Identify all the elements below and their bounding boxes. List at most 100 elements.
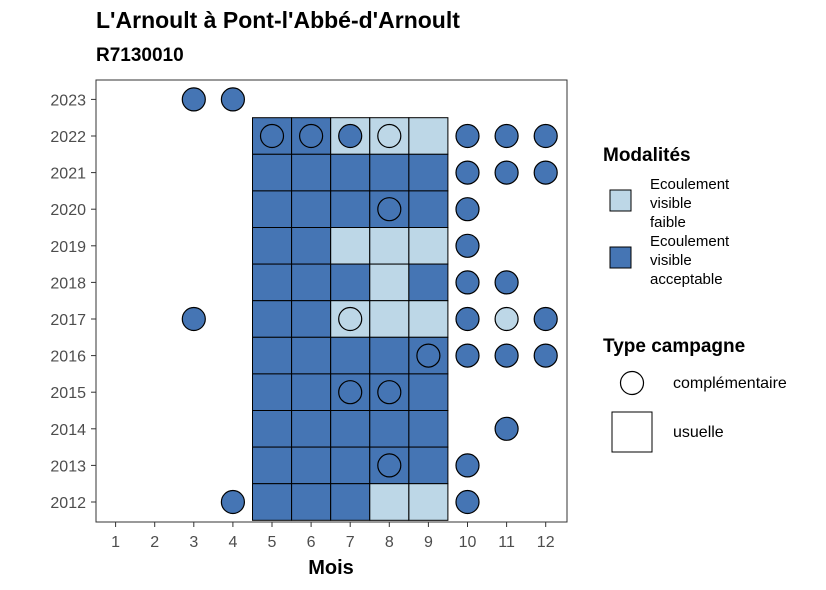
point-2023-4 xyxy=(220,87,245,112)
x-tick-label-9: 9 xyxy=(424,534,433,551)
tile-2016-8 xyxy=(369,336,410,375)
point-2016-12 xyxy=(533,343,558,368)
x-axis-label: Mois xyxy=(308,557,354,579)
y-tick-label-2013: 2013 xyxy=(50,458,86,475)
point-2020-8 xyxy=(377,197,402,222)
legend-label-faible: Ecoulement xyxy=(650,176,730,193)
tile-2014-7 xyxy=(330,410,371,448)
point-2012-10 xyxy=(455,489,480,515)
x-tick-label-12: 12 xyxy=(537,534,555,551)
legend-modalites: Modalités Ecoulement visible faible Ecouleme… xyxy=(603,145,730,288)
tile-2018-6 xyxy=(291,263,332,302)
point-2022-12 xyxy=(533,123,558,149)
tile-2016-7 xyxy=(330,336,371,375)
y-tick-label-2023: 2023 xyxy=(50,92,86,109)
legend-key-faible xyxy=(609,189,632,212)
tile-2014-8 xyxy=(369,410,410,448)
point-2017-7 xyxy=(338,306,363,332)
tile-2015-6 xyxy=(291,373,332,411)
point-2021-10 xyxy=(455,160,480,185)
point-2019-10 xyxy=(455,233,480,258)
tile-2019-5 xyxy=(252,227,292,265)
x-tick-label-2: 2 xyxy=(150,534,159,551)
point-2018-11 xyxy=(494,270,519,295)
tile-2016-5 xyxy=(252,336,292,375)
tile-2021-5 xyxy=(252,153,292,192)
point-2022-8 xyxy=(377,123,402,149)
point-2015-8 xyxy=(377,380,402,405)
point-2016-11 xyxy=(494,343,519,368)
tile-2016-6 xyxy=(291,336,332,375)
y-tick-label-2012: 2012 xyxy=(50,495,86,512)
legend-label-faible: visible xyxy=(650,195,692,212)
tile-2013-6 xyxy=(291,446,332,485)
tile-2018-8 xyxy=(369,263,410,302)
y-tick-label-2015: 2015 xyxy=(50,385,86,402)
legend-type-title: Type campagne xyxy=(603,336,745,357)
x-tick-label-8: 8 xyxy=(385,534,394,551)
tile-2020-5 xyxy=(252,190,292,228)
tile-2015-9 xyxy=(408,373,449,411)
x-tick-label-5: 5 xyxy=(268,534,277,551)
tile-2018-9 xyxy=(408,263,449,302)
tile-2013-5 xyxy=(252,446,292,485)
legend-label-acceptable: visible xyxy=(650,252,692,269)
legend-key-acceptable xyxy=(609,246,632,269)
tile-2022-9 xyxy=(408,117,449,155)
y-tick-label-2019: 2019 xyxy=(50,239,86,256)
x-tick-label-6: 6 xyxy=(307,534,316,551)
y-tick-label-2022: 2022 xyxy=(50,129,86,146)
point-2021-11 xyxy=(494,160,519,185)
tile-2020-6 xyxy=(291,190,332,228)
tile-2021-9 xyxy=(408,153,449,192)
legend-key-usuelle xyxy=(611,411,653,453)
legend-label-faible: faible xyxy=(650,214,686,231)
y-tick-label-2018: 2018 xyxy=(50,275,86,292)
chart-subtitle: R7130010 xyxy=(96,45,184,66)
tile-2019-8 xyxy=(369,227,410,265)
point-2016-10 xyxy=(455,343,480,368)
tile-2019-9 xyxy=(408,227,449,265)
legend-label-acceptable: acceptable xyxy=(650,271,723,288)
tile-2017-6 xyxy=(291,300,332,338)
x-tick-label-4: 4 xyxy=(228,534,237,551)
point-2017-10 xyxy=(455,306,480,332)
point-2015-7 xyxy=(338,380,363,405)
tile-2014-5 xyxy=(252,410,292,448)
x-tick-label-10: 10 xyxy=(459,534,477,551)
point-2016-9 xyxy=(416,343,441,368)
x-tick-label-11: 11 xyxy=(498,534,515,551)
tile-2013-7 xyxy=(330,446,371,485)
point-2017-12 xyxy=(533,306,558,332)
tile-2021-6 xyxy=(291,153,332,192)
tile-2012-9 xyxy=(408,483,449,521)
y-tick-label-2016: 2016 xyxy=(50,349,86,366)
y-tick-label-2014: 2014 xyxy=(50,422,86,439)
point-2018-10 xyxy=(455,270,480,295)
point-2022-11 xyxy=(494,123,519,149)
legend-modalites-title: Modalités xyxy=(603,145,691,166)
y-tick-label-2017: 2017 xyxy=(50,312,86,329)
tile-2014-6 xyxy=(291,410,332,448)
tile-2019-6 xyxy=(291,227,332,265)
point-2021-12 xyxy=(533,160,558,185)
y-tick-label-2020: 2020 xyxy=(50,202,86,219)
point-2020-10 xyxy=(455,197,480,222)
point-2017-3 xyxy=(181,306,206,332)
tile-2015-5 xyxy=(252,373,292,411)
complementary-campaign-points xyxy=(181,87,558,515)
point-2022-5 xyxy=(259,123,285,149)
tile-2012-7 xyxy=(330,483,371,521)
tile-2014-9 xyxy=(408,410,449,448)
point-2022-6 xyxy=(299,123,324,149)
legend-type-campagne: Type campagne complémentaire usuelle xyxy=(603,336,787,453)
tile-2017-9 xyxy=(408,300,449,338)
tile-2012-5 xyxy=(252,483,292,521)
tile-2017-8 xyxy=(369,300,410,338)
x-tick-label-7: 7 xyxy=(346,534,355,551)
point-2014-11 xyxy=(494,416,519,441)
legend-label-acceptable: Ecoulement xyxy=(650,233,730,250)
x-tick-label-3: 3 xyxy=(189,534,198,551)
point-2022-10 xyxy=(455,123,480,149)
point-2013-10 xyxy=(455,453,480,478)
